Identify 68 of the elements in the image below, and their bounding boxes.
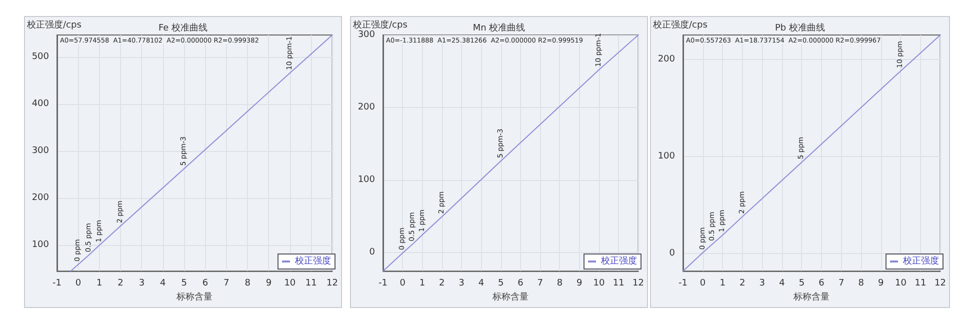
x-tick-label: 5 — [798, 278, 805, 289]
x-tick-label: 9 — [878, 278, 884, 289]
y-axis-title: 校正强度/cps — [652, 20, 708, 30]
x-axis-title: 标称含量 — [792, 292, 830, 302]
x-tick-label: -1 — [378, 278, 388, 289]
chart-title: Mn 校准曲线 — [472, 22, 526, 34]
x-tick-label: 3 — [138, 278, 145, 289]
y-tick-label: 0 — [669, 248, 676, 259]
x-tick-label: 8 — [858, 278, 864, 289]
line-series — [682, 34, 941, 272]
x-tick-label: 2 — [439, 278, 445, 289]
x-tick-label: 6 — [202, 278, 208, 289]
y-tick-label: 300 — [358, 30, 376, 40]
x-tick-label: 7 — [838, 278, 844, 289]
x-tick-label: 5 — [181, 278, 187, 289]
x-tick-label: 12 — [326, 278, 338, 289]
y-tick-label: 400 — [32, 99, 50, 109]
y-tick-label: 300 — [32, 146, 50, 156]
x-tick-label: 11 — [305, 278, 317, 289]
x-tick-label: 6 — [518, 278, 524, 289]
x-tick-label: 6 — [818, 278, 825, 289]
x-tick-label: 1 — [419, 278, 426, 289]
x-axis-title: 标称含量 — [176, 292, 213, 302]
y-axis-title: 校正强度/cps — [352, 20, 408, 30]
x-tick-label: 9 — [266, 278, 272, 289]
x-tick-label: 10 — [284, 278, 296, 289]
x-tick-label: 5 — [498, 278, 504, 289]
x-tick-label: 7 — [224, 278, 230, 289]
x-tick-label: 12 — [934, 278, 946, 289]
x-tick-label: 3 — [759, 278, 766, 289]
y-axis-title: 校正强度/cps — [26, 20, 82, 30]
x-tick-label: -1 — [678, 278, 688, 289]
y-tick-label: 500 — [32, 52, 50, 62]
x-tick-label: 10 — [593, 278, 605, 289]
x-tick-label: 0 — [700, 278, 706, 289]
legend-label: 校正强度 — [902, 256, 939, 266]
x-tick-label: 4 — [160, 278, 166, 289]
x-tick-label: 2 — [118, 278, 124, 289]
y-tick-label: 200 — [658, 54, 676, 64]
chart-title: Pb 校准曲线 — [774, 22, 826, 34]
x-tick-label: 3 — [458, 278, 464, 289]
y-tick-label: 200 — [32, 192, 50, 203]
x-tick-label: -1 — [52, 278, 62, 289]
y-tick-label: 100 — [358, 174, 376, 185]
x-tick-label: 2 — [740, 278, 746, 289]
x-tick-label: 1 — [720, 278, 726, 289]
x-tick-label: 10 — [894, 278, 907, 289]
x-tick-label: 8 — [244, 278, 251, 289]
x-tick-label: 11 — [612, 278, 624, 289]
x-tick-label: 0 — [75, 278, 82, 289]
x-tick-label: 4 — [478, 278, 484, 289]
x-tick-label: 8 — [556, 278, 563, 289]
x-axis-title: 标称含量 — [492, 292, 529, 302]
legend-label: 校正强度 — [294, 256, 331, 266]
chart-title: Fe 校准曲线 — [158, 22, 208, 34]
x-tick-label: 4 — [779, 278, 786, 289]
y-tick-label: 200 — [358, 102, 376, 112]
legend-label: 校正强度 — [600, 256, 637, 266]
line-series — [382, 34, 639, 272]
x-tick-label: 12 — [632, 278, 644, 289]
x-tick-label: 1 — [96, 278, 102, 289]
x-tick-label: 11 — [914, 278, 926, 289]
x-tick-label: 0 — [400, 278, 406, 289]
y-tick-label: 0 — [369, 247, 376, 258]
x-tick-label: 9 — [576, 278, 582, 289]
x-tick-label: 7 — [537, 278, 543, 289]
y-tick-label: 100 — [658, 151, 676, 162]
y-tick-label: 100 — [32, 240, 50, 250]
